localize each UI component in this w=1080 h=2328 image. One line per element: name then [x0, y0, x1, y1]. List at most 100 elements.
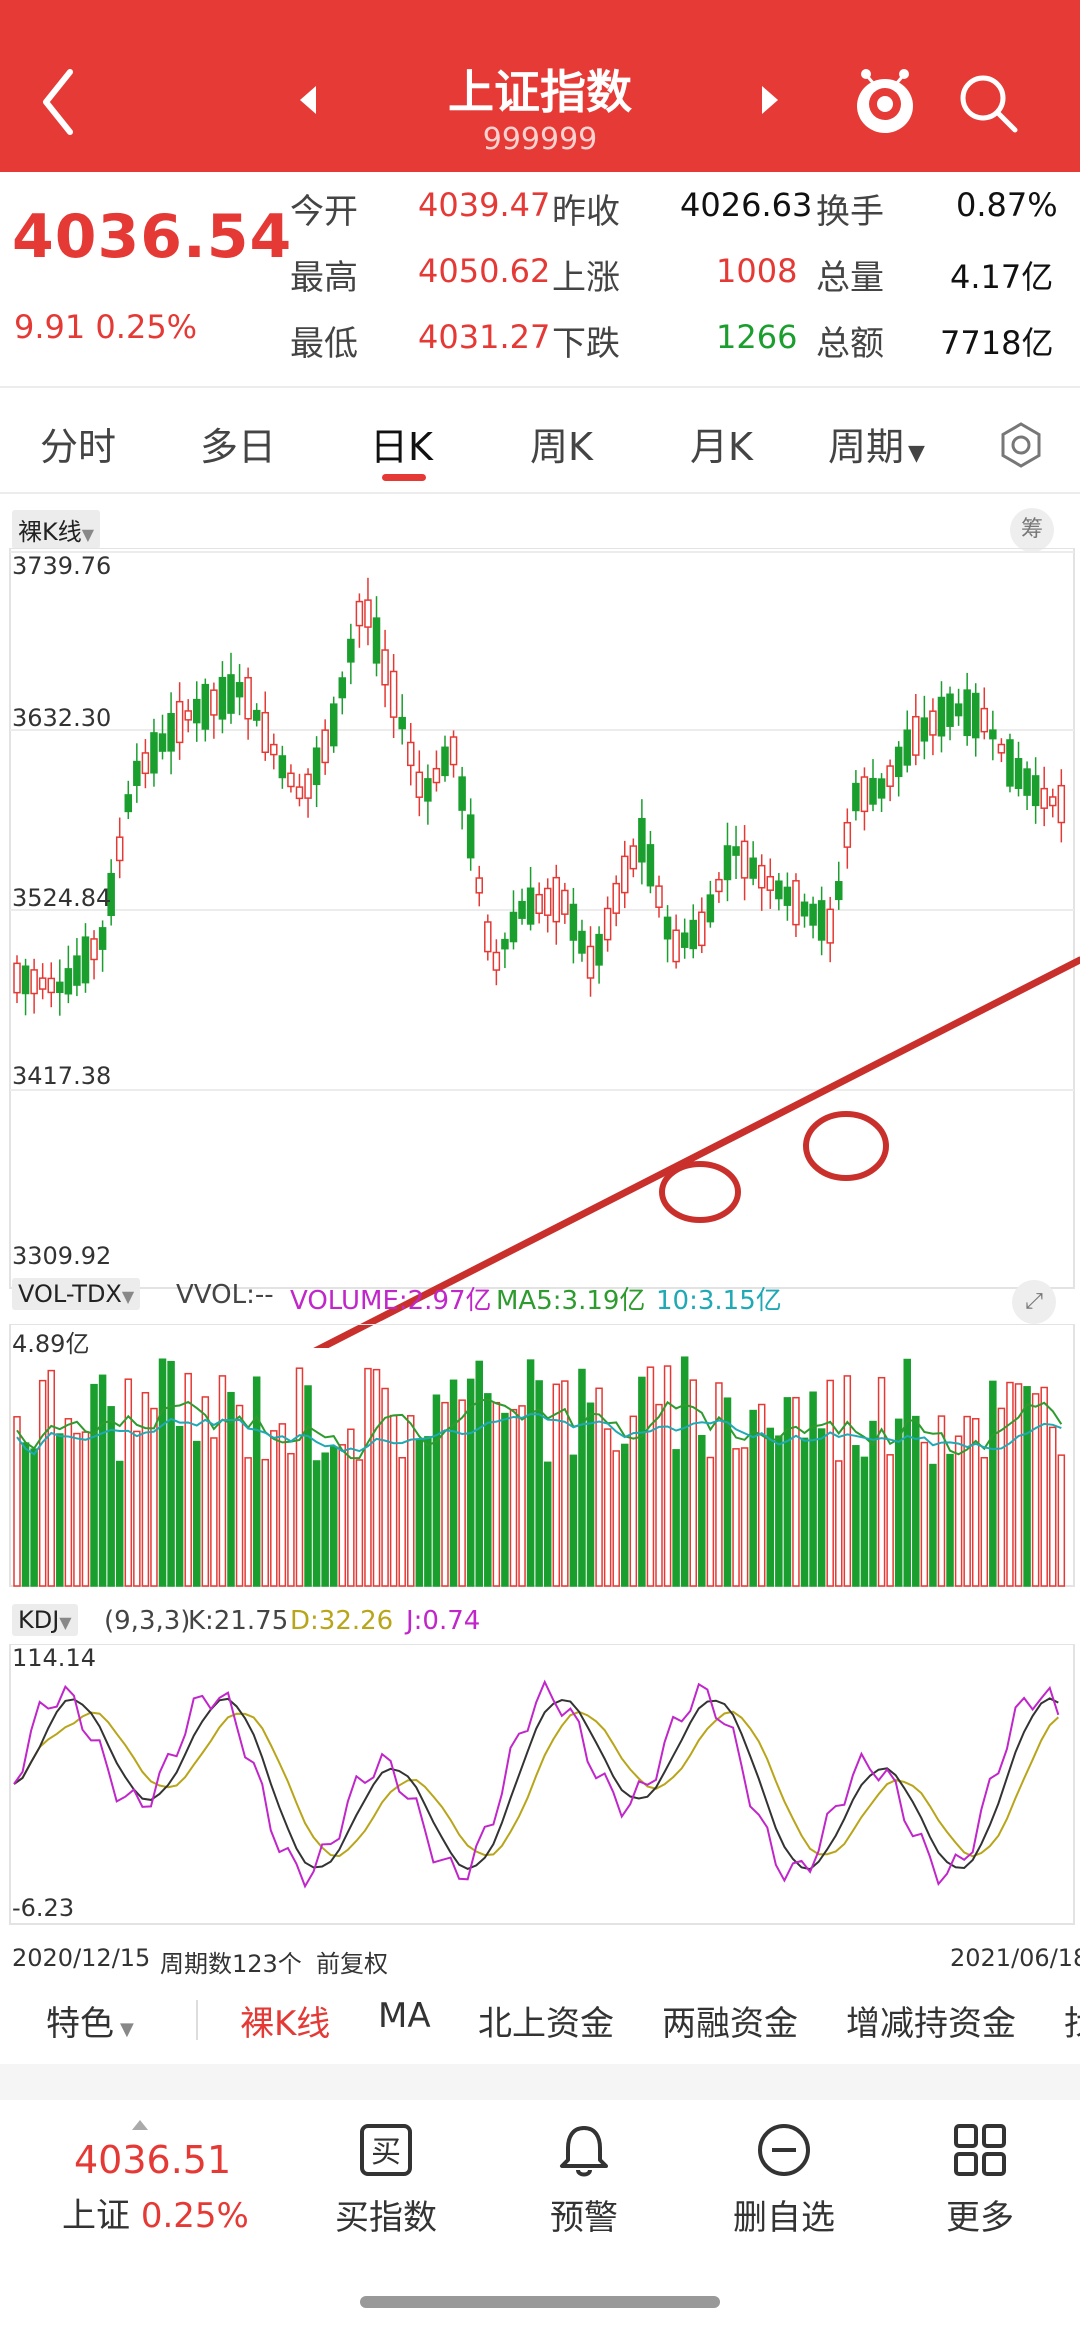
back-icon[interactable] [34, 62, 84, 142]
volume-bar [210, 1437, 218, 1587]
candle-body [629, 845, 638, 870]
volume-bar [227, 1391, 235, 1587]
vol-indicator-selector[interactable]: VOL-TDX▼ [12, 1278, 141, 1310]
remove-watchlist-button[interactable]: 删自选 [733, 2198, 835, 2238]
candle-body [698, 911, 706, 947]
volume-bar [73, 1432, 81, 1587]
tab-northbound-funds[interactable]: 北上资金 [478, 2004, 614, 2044]
candle-body [1006, 739, 1014, 787]
volume-bar [817, 1428, 826, 1587]
buy-index-button[interactable]: 买指数 [335, 2198, 437, 2238]
candle-body [244, 676, 252, 720]
candle-body [578, 930, 586, 954]
candle-body [817, 900, 826, 941]
candle-body [860, 776, 869, 813]
grid-more-icon[interactable] [950, 2120, 1010, 2180]
tab-multiday[interactable]: 多日 [200, 425, 277, 469]
tab-intraday[interactable]: 分时 [40, 425, 117, 469]
end-date: 2021/06/18 [950, 1944, 1080, 1972]
tab-feature[interactable]: 特色 ▼ [46, 1996, 134, 2045]
volume-bar [415, 1438, 424, 1587]
candle-body [415, 771, 424, 798]
candle-body [826, 908, 834, 944]
volume-bar [458, 1399, 466, 1587]
candle-body [997, 743, 1006, 754]
candlestick-chart[interactable] [0, 548, 1080, 1348]
high-value: 4050.62 [418, 252, 551, 290]
volume-bar [526, 1359, 535, 1587]
candle-body [1031, 775, 1040, 807]
volume-bar [929, 1463, 937, 1587]
volume-bar [141, 1392, 150, 1587]
prev-stock-icon[interactable] [300, 86, 316, 114]
alert-button[interactable]: 预警 [550, 2198, 618, 2238]
candle-body [603, 907, 612, 941]
candle-body [133, 760, 141, 786]
kdj-d-value: D:32.26 [290, 1606, 394, 1636]
mascot-icon[interactable] [850, 64, 920, 140]
volume-bar [364, 1367, 372, 1587]
candle-body [364, 599, 372, 628]
remove-watchlist-icon[interactable] [754, 2120, 814, 2180]
expand-icon[interactable]: ⤢ [1012, 1280, 1056, 1324]
next-stock-icon[interactable] [762, 86, 778, 114]
volume-bar [501, 1412, 509, 1587]
volume-bar [372, 1368, 381, 1587]
volume-bar [509, 1408, 518, 1587]
amount-value: 7718亿 [940, 324, 1054, 362]
volume-bar [56, 1433, 64, 1587]
candle-body [757, 864, 766, 889]
app-header: 上证指数 999999 [0, 0, 1080, 172]
volume-bar [809, 1391, 817, 1587]
volume-bar [800, 1437, 809, 1587]
more-button[interactable]: 更多 [946, 2198, 1014, 2238]
bell-icon[interactable] [554, 2120, 614, 2180]
volume-bar [81, 1431, 90, 1587]
tab-holding-change-funds[interactable]: 增减持资金 [846, 2004, 1016, 2044]
candle-body [680, 932, 689, 948]
volume-chart[interactable] [0, 1324, 1080, 1590]
tab-ma[interactable]: MA [378, 1996, 431, 2036]
tab-naked-k[interactable]: 裸K线 [240, 2004, 331, 2044]
search-icon[interactable] [955, 70, 1021, 136]
volume-bar [261, 1458, 269, 1587]
y-label-max: 3739.76 [12, 552, 112, 580]
tab-monthly-k[interactable]: 月K [690, 425, 753, 469]
ticker-name[interactable]: 上证 0.25% [62, 2188, 249, 2237]
volume-bar [398, 1456, 406, 1587]
candle-body [210, 689, 218, 716]
candle-body [252, 709, 261, 721]
candle-body [278, 755, 287, 779]
decliners-value: 1266 [716, 318, 798, 356]
volume-bar [578, 1368, 586, 1587]
volume-label: 总量 [816, 258, 884, 298]
candle-body [843, 821, 852, 848]
tab-weekly-k[interactable]: 周K [530, 425, 593, 469]
expand-up-icon[interactable] [132, 2120, 148, 2130]
tab-margin-funds[interactable]: 两融资金 [662, 2004, 798, 2044]
buy-icon[interactable]: 买 [356, 2120, 416, 2180]
volume-bar [407, 1415, 415, 1587]
candle-body [535, 893, 543, 915]
kdj-indicator-selector[interactable]: KDJ▼ [12, 1604, 78, 1636]
caret-down-icon: ▼ [908, 441, 925, 466]
candle-body [338, 677, 347, 699]
volume-bar [107, 1406, 115, 1587]
tab-more[interactable]: 找 [1064, 1996, 1080, 2045]
tab-daily-k[interactable]: 日K [370, 425, 433, 469]
volume-bar [980, 1457, 989, 1587]
candle-body [989, 729, 997, 740]
volume-bar [201, 1396, 210, 1587]
volume-bar [783, 1397, 792, 1587]
volume-bar [954, 1435, 963, 1587]
kline-type-selector[interactable]: 裸K线▼ [12, 510, 101, 549]
tab-period[interactable]: 周期 ▼ [828, 416, 925, 471]
candle-body [595, 933, 603, 966]
chip-distribution-button[interactable]: 筹 [1010, 508, 1054, 552]
kdj-chart[interactable] [0, 1644, 1080, 1926]
volume-bar [252, 1376, 261, 1587]
plot-frame [9, 1644, 1075, 1925]
candle-body [1040, 787, 1048, 809]
candle-body [963, 689, 971, 737]
settings-icon[interactable] [996, 420, 1046, 470]
